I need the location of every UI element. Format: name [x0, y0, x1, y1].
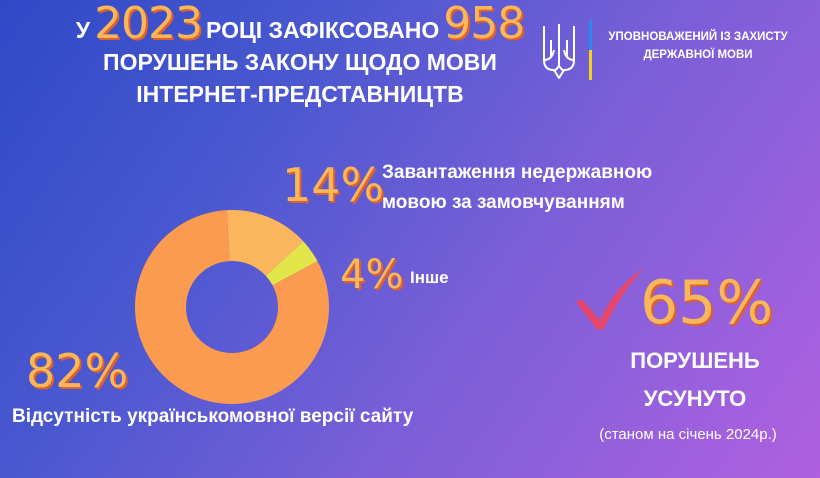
slice-label-4: 4% [340, 252, 404, 298]
headline: У 2023 РОЦІ ЗАФІКСОВАНО 958 ПОРУШЕНЬ ЗАК… [0, 0, 600, 110]
donut-slice-14-percent [226, 210, 304, 276]
headline-line2: ПОРУШЕНЬ ЗАКОНУ ЩОДО МОВИ [103, 49, 497, 75]
headline-row1: У 2023 РОЦІ ЗАФІКСОВАНО 958 [0, 0, 600, 49]
headline-count: 958 [443, 0, 525, 49]
checkmark-icon [576, 268, 644, 330]
slice-caption-second-line1: Завантаження недержавною [382, 162, 653, 183]
slice-label-14: 14% [282, 158, 385, 212]
resolved-note: (станом на січень 2024р.) [599, 426, 777, 443]
resolved-percent: 65% [640, 268, 774, 338]
donut-slices [135, 210, 329, 404]
headline-year: 2023 [94, 0, 203, 49]
flag-divider-yellow [589, 50, 592, 80]
slice-caption-second: Завантаження недержавною мовою за замовч… [382, 158, 652, 218]
slice-caption-main: Відсутність українськомовної версії сайт… [12, 406, 414, 427]
headline-middle: РОЦІ ЗАФІКСОВАНО [206, 17, 440, 43]
slice-caption-second-line2: мовою за замовчуванням [382, 192, 625, 213]
headline-prefix: У [75, 17, 91, 43]
slice-caption-third: Інше [410, 268, 449, 287]
org-name: УПОВНОВАЖЕНИЙ ІЗ ЗАХИСТУ ДЕРЖАВНОЇ МОВИ [598, 28, 798, 64]
donut-slice-4-percent [265, 241, 318, 286]
slice-label-82: 82% [26, 344, 129, 398]
org-name-line1: УПОВНОВАЖЕНИЙ ІЗ ЗАХИСТУ [608, 31, 788, 43]
resolved-line2: УСУНУТО [643, 386, 747, 411]
headline-line3: ІНТЕРНЕТ-ПРЕДСТАВНИЦТВ [136, 81, 464, 107]
flag-divider-blue [589, 20, 592, 50]
trident-emblem-icon [543, 24, 575, 79]
donut-slice-82-percent [135, 210, 329, 404]
org-name-line2: ДЕРЖАВНОЇ МОВИ [643, 49, 753, 61]
resolved-line1: ПОРУШЕНЬ [630, 348, 760, 373]
resolved-text: ПОРУШЕНЬ УСУНУТО [600, 342, 790, 418]
